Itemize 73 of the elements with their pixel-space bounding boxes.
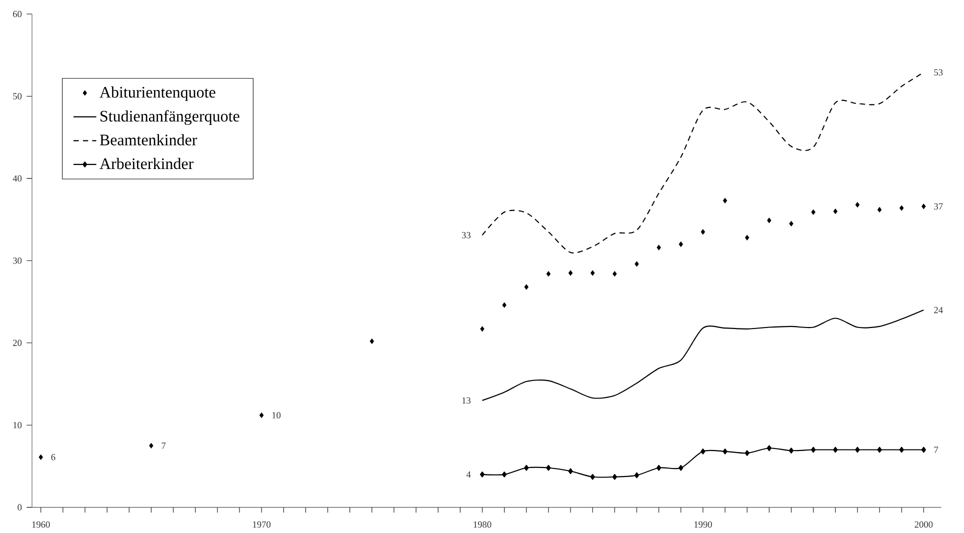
point xyxy=(745,235,750,240)
annotation: 7 xyxy=(162,442,166,449)
point xyxy=(877,207,882,213)
point xyxy=(722,198,728,204)
point xyxy=(590,474,595,480)
point xyxy=(634,261,639,267)
point xyxy=(722,448,728,455)
point xyxy=(546,271,551,277)
point xyxy=(480,472,485,478)
annotation: 10 xyxy=(272,412,281,419)
x-tick-label: 2000 xyxy=(914,522,933,528)
annotation: 33 xyxy=(462,232,471,238)
point xyxy=(811,210,816,215)
point xyxy=(38,454,43,460)
y-tick-label: 10 xyxy=(13,422,22,428)
point xyxy=(149,443,154,448)
point xyxy=(502,302,506,308)
point xyxy=(700,448,706,455)
y-tick-label: 30 xyxy=(13,258,22,264)
point xyxy=(590,270,595,276)
point xyxy=(788,448,794,454)
point xyxy=(789,221,794,227)
point xyxy=(502,472,507,478)
annotation: 7 xyxy=(934,446,938,453)
point xyxy=(855,447,860,453)
y-tick-label: 50 xyxy=(13,93,22,100)
annotation: 24 xyxy=(934,307,943,314)
point xyxy=(480,326,484,332)
point xyxy=(612,271,617,277)
point xyxy=(568,468,573,474)
legend-label: Studienanfängerquote xyxy=(100,110,240,126)
x-tick-label: 1980 xyxy=(474,522,492,528)
point xyxy=(568,270,573,276)
point xyxy=(700,229,706,235)
annotation: 13 xyxy=(462,397,471,404)
point xyxy=(370,338,374,344)
y-tick-label: 40 xyxy=(12,175,22,182)
x-tick-label: 1970 xyxy=(253,522,271,528)
point xyxy=(259,412,264,418)
point xyxy=(678,465,684,471)
point xyxy=(810,447,816,453)
point xyxy=(855,202,860,208)
y-tick-label: 60 xyxy=(13,11,22,18)
point xyxy=(744,450,750,456)
y-tick-label: 20 xyxy=(13,340,22,346)
annotation: 37 xyxy=(934,203,943,210)
point xyxy=(524,465,529,471)
legend-label: Abiturientenquote xyxy=(100,86,216,102)
point xyxy=(612,474,618,480)
annotation: 53 xyxy=(934,69,943,76)
point xyxy=(546,465,551,471)
point xyxy=(900,206,904,211)
legend-label: Beamtenkinder xyxy=(100,134,198,146)
point xyxy=(634,472,640,478)
point xyxy=(767,218,772,224)
point xyxy=(656,245,661,250)
annotation: 4 xyxy=(466,472,471,478)
annotation: 6 xyxy=(51,454,56,460)
legend-label: Arbeiterkinder xyxy=(100,158,194,170)
point xyxy=(922,204,926,210)
point xyxy=(921,447,926,453)
point xyxy=(833,447,838,453)
line-series xyxy=(482,310,924,402)
x-tick-label: 1990 xyxy=(694,522,712,528)
point xyxy=(833,208,838,214)
x-tick-label: 1960 xyxy=(32,522,50,528)
y-tick-label: 0 xyxy=(18,504,22,511)
point xyxy=(877,447,882,453)
point xyxy=(656,465,662,471)
point xyxy=(678,242,683,248)
point xyxy=(766,445,772,452)
point xyxy=(899,447,904,453)
point xyxy=(524,284,528,290)
